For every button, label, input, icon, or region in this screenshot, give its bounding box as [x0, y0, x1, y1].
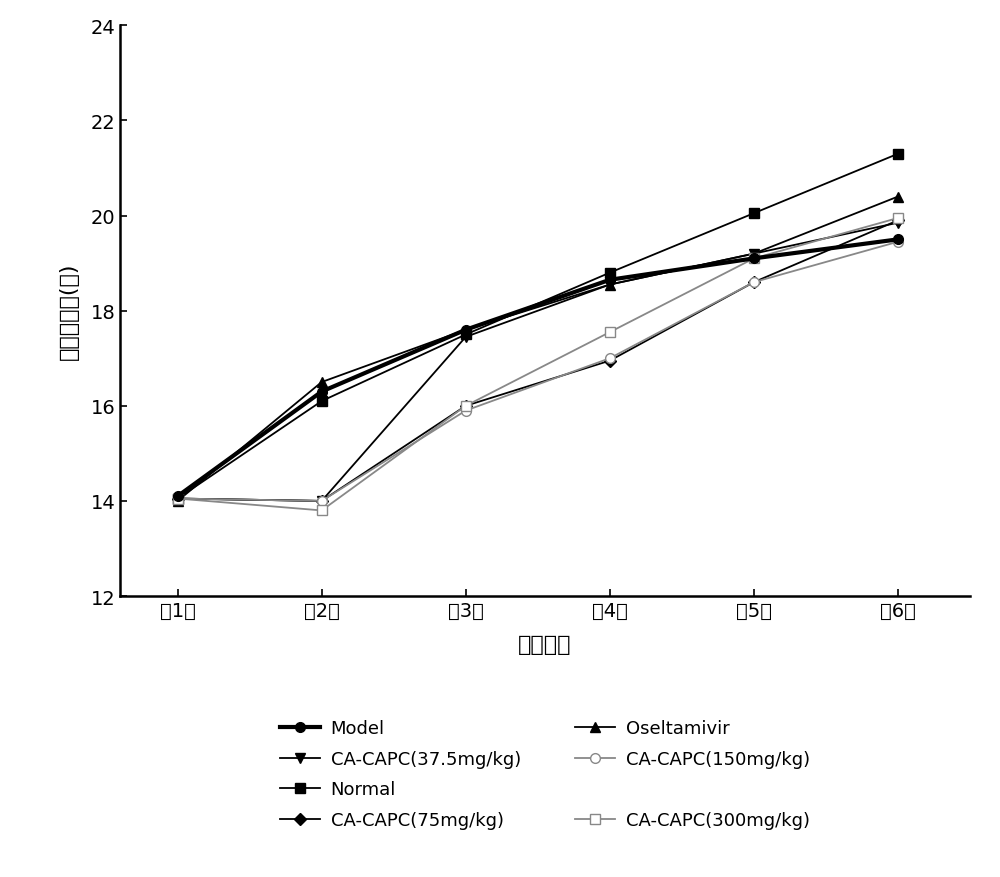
X-axis label: 实验天数: 实验天数: [518, 634, 572, 654]
Legend: Model, CA-CAPC(37.5mg/kg), Normal, CA-CAPC(75mg/kg), Oseltamivir, CA-CAPC(150mg/: Model, CA-CAPC(37.5mg/kg), Normal, CA-CA…: [280, 719, 810, 829]
Y-axis label: 小鼠体重／(克): 小鼠体重／(克): [59, 262, 79, 360]
